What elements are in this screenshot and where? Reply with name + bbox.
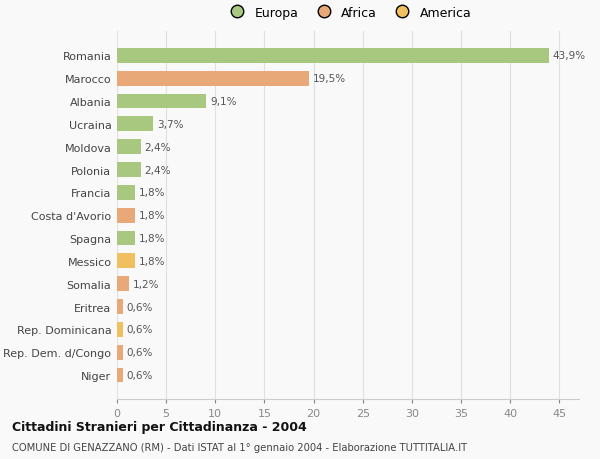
Text: 1,2%: 1,2%	[133, 279, 159, 289]
Text: 9,1%: 9,1%	[211, 97, 237, 107]
Text: 1,8%: 1,8%	[139, 188, 165, 198]
Text: 0,6%: 0,6%	[127, 347, 153, 358]
Text: 43,9%: 43,9%	[553, 51, 586, 61]
Bar	[117, 277, 129, 291]
Bar	[117, 117, 154, 132]
Bar	[117, 163, 140, 178]
Legend: Europa, Africa, America: Europa, Africa, America	[220, 2, 476, 25]
Text: 2,4%: 2,4%	[145, 165, 171, 175]
Text: 0,6%: 0,6%	[127, 302, 153, 312]
Text: 1,8%: 1,8%	[139, 256, 165, 266]
Bar	[117, 299, 123, 314]
Bar	[117, 140, 140, 155]
Text: COMUNE DI GENAZZANO (RM) - Dati ISTAT al 1° gennaio 2004 - Elaborazione TUTTITAL: COMUNE DI GENAZZANO (RM) - Dati ISTAT al…	[12, 442, 467, 452]
Bar	[117, 72, 308, 86]
Text: Cittadini Stranieri per Cittadinanza - 2004: Cittadini Stranieri per Cittadinanza - 2…	[12, 420, 307, 433]
Text: 3,7%: 3,7%	[157, 120, 184, 129]
Text: 1,8%: 1,8%	[139, 211, 165, 221]
Text: 2,4%: 2,4%	[145, 142, 171, 152]
Bar	[117, 345, 123, 360]
Text: 19,5%: 19,5%	[313, 74, 346, 84]
Text: 0,6%: 0,6%	[127, 370, 153, 380]
Bar	[117, 95, 206, 109]
Text: 0,6%: 0,6%	[127, 325, 153, 335]
Bar	[117, 254, 134, 269]
Bar	[117, 185, 134, 200]
Text: 1,8%: 1,8%	[139, 234, 165, 244]
Bar	[117, 368, 123, 383]
Bar	[117, 322, 123, 337]
Bar	[117, 49, 548, 64]
Bar	[117, 231, 134, 246]
Bar	[117, 208, 134, 223]
